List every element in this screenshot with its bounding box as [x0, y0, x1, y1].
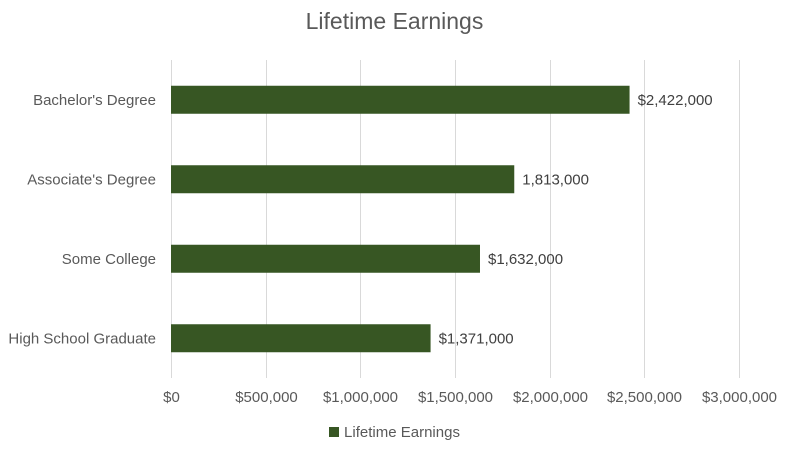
- bar: [171, 244, 480, 273]
- y-category-label: Some College: [62, 251, 156, 268]
- bar: [171, 165, 515, 194]
- y-category-label: Bachelor's Degree: [33, 92, 156, 109]
- legend: Lifetime Earnings: [0, 424, 789, 441]
- x-tick-label: $3,000,000: [702, 389, 777, 406]
- data-label: 1,813,000: [522, 171, 589, 188]
- x-tick-label: $2,000,000: [513, 389, 588, 406]
- x-tick-label: $2,500,000: [607, 389, 682, 406]
- bar: [171, 85, 630, 114]
- x-tick-label: $1,000,000: [323, 389, 398, 406]
- data-label: $2,422,000: [638, 92, 713, 109]
- y-category-label: Associate's Degree: [27, 171, 156, 188]
- data-label: $1,371,000: [439, 330, 514, 347]
- legend-label: Lifetime Earnings: [344, 424, 460, 441]
- y-category-label: High School Graduate: [8, 330, 156, 347]
- x-tick-label: $0: [163, 389, 180, 406]
- bar: [171, 324, 431, 353]
- data-label: $1,632,000: [488, 251, 563, 268]
- legend-swatch: [329, 427, 340, 437]
- x-tick-label: $500,000: [235, 389, 298, 406]
- x-tick-label: $1,500,000: [418, 389, 493, 406]
- chart-title: Lifetime Earnings: [305, 8, 484, 34]
